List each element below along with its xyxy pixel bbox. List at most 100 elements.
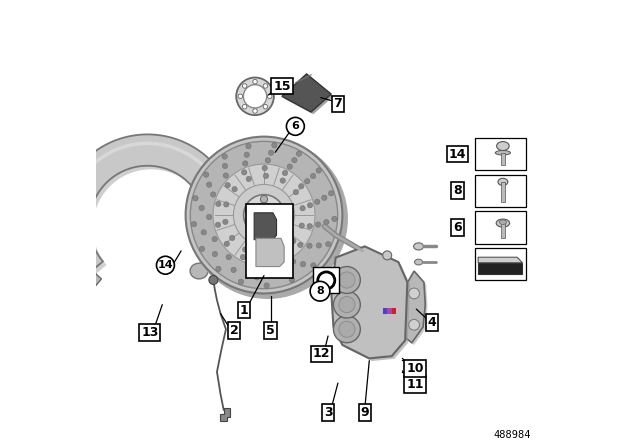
Text: 4: 4 [428, 316, 436, 329]
Circle shape [204, 172, 209, 177]
Text: 15: 15 [273, 79, 291, 93]
Circle shape [282, 170, 288, 176]
Circle shape [199, 246, 205, 251]
Circle shape [291, 238, 296, 244]
Polygon shape [403, 271, 425, 343]
Polygon shape [284, 76, 333, 114]
Circle shape [212, 237, 218, 242]
Circle shape [243, 104, 247, 109]
Circle shape [201, 230, 206, 235]
Circle shape [270, 224, 277, 232]
Ellipse shape [499, 220, 506, 224]
Circle shape [262, 165, 268, 171]
Circle shape [191, 221, 196, 227]
Circle shape [299, 223, 305, 228]
Circle shape [307, 224, 312, 229]
Circle shape [339, 321, 355, 337]
Circle shape [278, 273, 284, 278]
Circle shape [289, 277, 294, 283]
Circle shape [292, 158, 297, 163]
Circle shape [316, 243, 321, 248]
Polygon shape [478, 257, 522, 263]
Circle shape [223, 219, 228, 224]
Bar [501, 182, 505, 202]
Ellipse shape [188, 138, 348, 299]
Text: 13: 13 [141, 326, 159, 339]
Text: 11: 11 [406, 378, 424, 391]
Circle shape [244, 152, 250, 157]
Circle shape [238, 279, 244, 284]
Bar [314, 267, 339, 293]
Circle shape [238, 94, 243, 99]
Circle shape [326, 241, 331, 247]
Bar [475, 138, 526, 170]
Circle shape [293, 190, 298, 195]
Circle shape [199, 205, 204, 211]
Ellipse shape [496, 219, 509, 227]
Circle shape [287, 164, 292, 169]
Bar [387, 308, 392, 314]
Circle shape [209, 276, 218, 284]
Circle shape [156, 256, 174, 274]
Circle shape [310, 281, 330, 301]
Polygon shape [61, 138, 241, 285]
Circle shape [253, 109, 257, 113]
Circle shape [246, 176, 252, 181]
Bar [392, 308, 396, 314]
Text: 14: 14 [157, 260, 173, 270]
Circle shape [322, 195, 327, 200]
Text: 8: 8 [316, 286, 324, 296]
Ellipse shape [234, 185, 294, 246]
Text: 488984: 488984 [494, 431, 531, 440]
Text: 12: 12 [312, 347, 330, 361]
Ellipse shape [498, 178, 508, 185]
Ellipse shape [190, 142, 338, 289]
Bar [500, 153, 505, 165]
Circle shape [223, 173, 228, 178]
Ellipse shape [190, 263, 208, 279]
Circle shape [226, 254, 232, 260]
Text: 5: 5 [266, 324, 275, 337]
Circle shape [245, 207, 252, 214]
Circle shape [260, 196, 268, 203]
Circle shape [281, 255, 287, 260]
Circle shape [298, 242, 303, 248]
Circle shape [252, 203, 276, 227]
Circle shape [383, 251, 392, 260]
Circle shape [246, 143, 251, 149]
Circle shape [225, 182, 230, 188]
Ellipse shape [413, 243, 424, 250]
Circle shape [259, 251, 265, 257]
Text: 7: 7 [333, 97, 342, 111]
Circle shape [231, 267, 236, 272]
Polygon shape [334, 249, 410, 361]
Ellipse shape [213, 164, 315, 266]
Circle shape [212, 251, 218, 257]
Circle shape [243, 161, 248, 166]
Circle shape [300, 206, 305, 211]
Circle shape [276, 249, 282, 254]
Circle shape [254, 275, 260, 280]
Polygon shape [58, 134, 237, 282]
Circle shape [241, 170, 247, 175]
Bar [475, 175, 526, 207]
Text: 6: 6 [291, 121, 300, 131]
Circle shape [243, 84, 247, 88]
Circle shape [333, 291, 360, 318]
Circle shape [409, 288, 419, 299]
Circle shape [207, 214, 212, 220]
Circle shape [264, 283, 269, 288]
Circle shape [317, 272, 335, 289]
Circle shape [324, 220, 329, 225]
Circle shape [291, 259, 296, 264]
Circle shape [280, 178, 285, 183]
Circle shape [307, 202, 313, 208]
Circle shape [300, 262, 306, 267]
Circle shape [287, 117, 305, 135]
Circle shape [251, 224, 258, 232]
Polygon shape [478, 263, 522, 274]
Circle shape [276, 207, 283, 214]
Circle shape [246, 265, 252, 271]
Circle shape [243, 85, 267, 108]
Circle shape [332, 216, 337, 222]
